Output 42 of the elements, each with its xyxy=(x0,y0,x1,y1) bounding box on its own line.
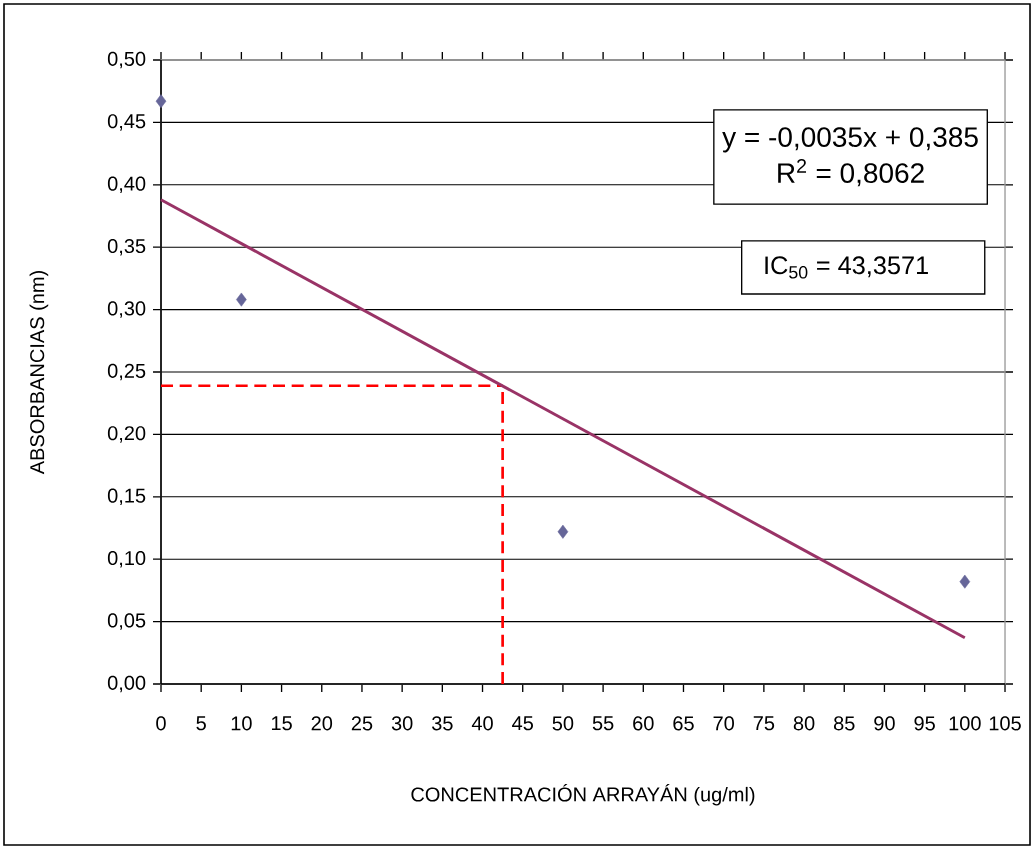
x-axis-title: CONCENTRACIÓN ARRAYÁN (ug/ml) xyxy=(411,784,755,806)
x-tick-label: 0 xyxy=(156,716,166,731)
x-tick-label: 30 xyxy=(391,716,413,731)
annotation: R$^{2}$ = 0,8062 xyxy=(778,158,924,187)
annotation: IC$_{50}$ = 43,3571 xyxy=(765,256,928,279)
x-tick-label: 60 xyxy=(633,716,654,731)
point xyxy=(557,524,569,539)
point xyxy=(959,574,971,589)
y-tick-label: 0,00 xyxy=(107,675,146,693)
y-tick-label: 0,50 xyxy=(107,51,146,69)
y-tick-label: 0,10 xyxy=(107,550,146,568)
x-tick-label: 85 xyxy=(834,716,855,731)
point xyxy=(155,94,167,109)
x-tick-label: 25 xyxy=(351,716,373,731)
x-tick-label: 105 xyxy=(989,716,1021,731)
annotation: y = -0,0035x + 0,385 xyxy=(722,127,978,153)
x-tick-label: 100 xyxy=(949,716,981,731)
y-tick-label: 0,15 xyxy=(107,488,146,506)
y-tick-label: 0,45 xyxy=(107,114,146,131)
x-tick-label: 70 xyxy=(713,716,734,731)
y-tick-label: 0,30 xyxy=(107,301,146,318)
x-tick-label: 55 xyxy=(592,716,614,731)
x-tick-label: 45 xyxy=(512,716,534,731)
x-tick-label: 20 xyxy=(311,716,333,731)
x-tick-label: 65 xyxy=(673,716,694,731)
y-tick-label: 0,05 xyxy=(107,613,146,630)
x-tick-label: 50 xyxy=(552,716,574,731)
x-tick-label: 95 xyxy=(914,716,935,731)
point xyxy=(236,292,247,307)
x-tick-label: 10 xyxy=(231,716,252,731)
x-tick-label: 75 xyxy=(753,716,775,731)
y-tick-label: 0,35 xyxy=(107,238,146,256)
x-tick-label: 80 xyxy=(793,716,815,731)
y-tick-label: 0,25 xyxy=(107,363,146,381)
x-tick-label: 40 xyxy=(471,716,493,731)
y-tick-label: 0,20 xyxy=(107,426,146,443)
x-tick-label: 15 xyxy=(271,716,292,731)
y-axis-title: ABSORBANCIAS (nm) xyxy=(29,271,49,475)
x-tick-label: 90 xyxy=(874,716,895,731)
y-tick-label: 0,40 xyxy=(107,176,146,194)
x-tick-label: 5 xyxy=(196,716,206,731)
x-tick-label: 35 xyxy=(431,716,453,731)
